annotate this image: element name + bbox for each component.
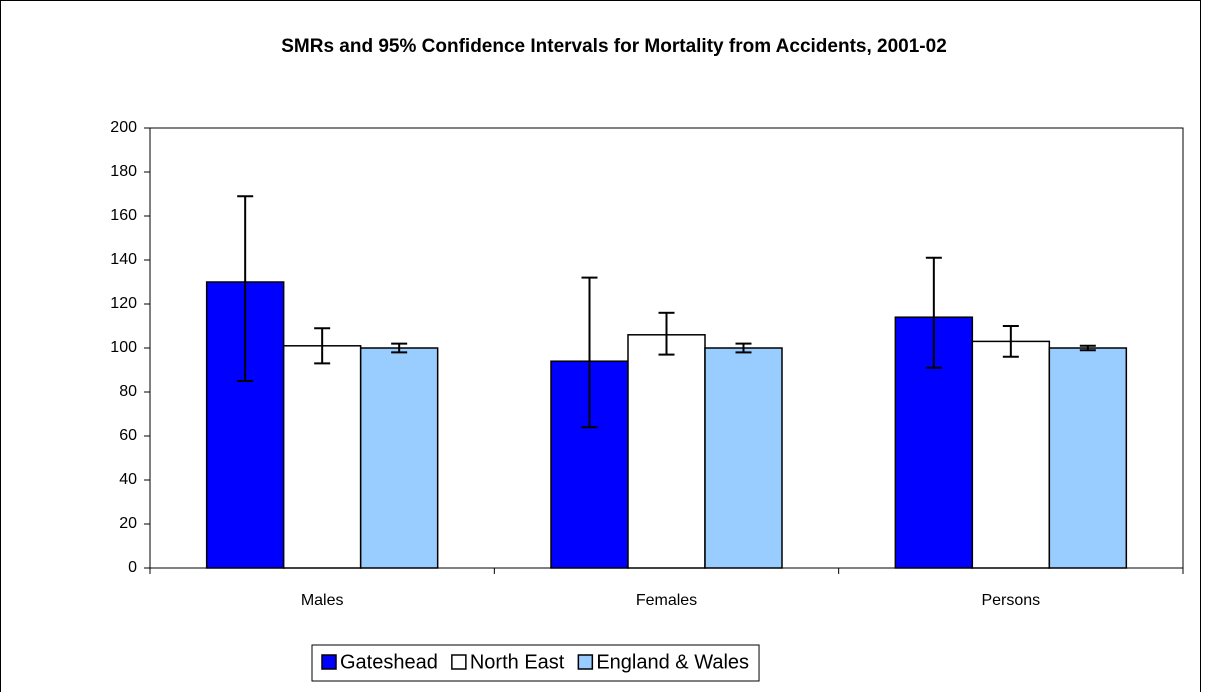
x-tick-label: Persons <box>981 592 1040 609</box>
y-tick-label: 20 <box>119 515 137 532</box>
y-tick-label: 60 <box>119 427 137 444</box>
chart-title: SMRs and 95% Confidence Intervals for Mo… <box>281 36 947 57</box>
y-tick-label: 200 <box>110 119 137 136</box>
y-tick-label: 140 <box>110 251 137 268</box>
bar <box>627 334 706 569</box>
bar <box>971 340 1051 569</box>
legend <box>311 644 760 682</box>
y-tick-label: 0 <box>128 559 137 576</box>
legend-swatch <box>321 654 337 670</box>
legend-label: North East <box>470 651 565 673</box>
bar <box>550 360 629 569</box>
y-tick-label: 160 <box>110 207 137 224</box>
bar <box>282 345 362 569</box>
bar <box>1048 347 1128 569</box>
bar <box>359 347 439 569</box>
y-tick-label: 100 <box>110 339 137 356</box>
y-tick-label: 120 <box>110 295 137 312</box>
y-tick-label: 180 <box>110 163 137 180</box>
bar <box>704 347 783 569</box>
legend-label: England & Wales <box>596 651 749 673</box>
legend-swatch <box>451 654 467 670</box>
y-tick-label: 40 <box>119 471 137 488</box>
x-tick-label: Females <box>636 592 697 609</box>
legend-swatch <box>577 654 594 670</box>
x-tick-label: Males <box>301 592 344 609</box>
y-tick-label: 80 <box>119 383 137 400</box>
legend-label: Gateshead <box>340 651 438 673</box>
